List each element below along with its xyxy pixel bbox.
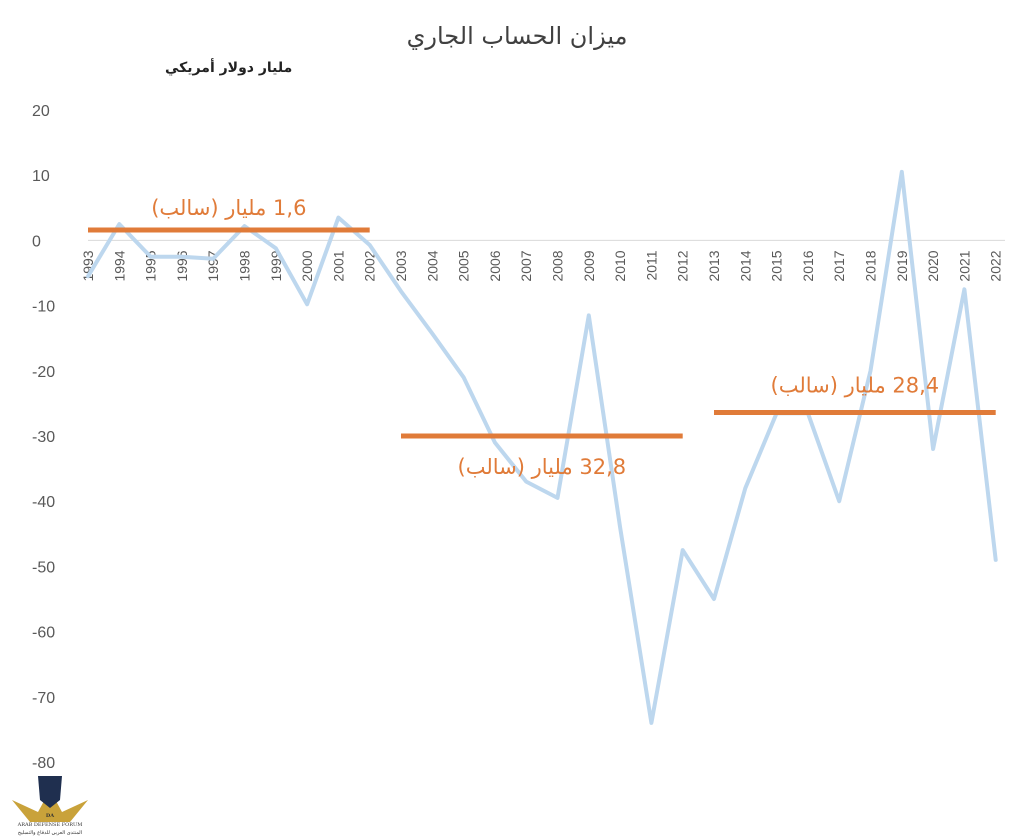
- logo-shield-icon: [38, 776, 62, 808]
- data-point: [211, 257, 215, 261]
- data-point: [900, 170, 904, 174]
- average-label: 32,8 مليار (سالب): [458, 455, 627, 479]
- logo-text-en: ARAB DEFENSE FORUM: [17, 822, 83, 828]
- average-label: 28,4 مليار (سالب): [771, 374, 940, 398]
- data-point: [368, 243, 372, 247]
- chart-title: ميزان الحساب الجاري: [407, 22, 628, 50]
- x-tick-label: 2016: [800, 250, 816, 281]
- y-tick-label: -30: [32, 429, 55, 446]
- x-tick-label: 2015: [769, 250, 785, 281]
- data-point: [743, 486, 747, 490]
- x-tick-label: 2005: [456, 250, 472, 281]
- data-point: [336, 216, 340, 220]
- x-tick-label: 2021: [956, 250, 972, 281]
- x-tick-label: 2022: [988, 250, 1004, 281]
- x-tick-label: 1993: [80, 250, 96, 281]
- data-point: [618, 525, 622, 529]
- data-point: [524, 480, 528, 484]
- data-point: [837, 499, 841, 503]
- y-tick-label: -40: [32, 494, 55, 511]
- y-tick-label: -80: [32, 755, 55, 772]
- data-point: [869, 369, 873, 373]
- data-point: [149, 255, 153, 259]
- data-point: [86, 274, 90, 278]
- x-tick-label: 2006: [487, 250, 503, 281]
- x-tick-label: 1998: [237, 250, 253, 281]
- y-tick-label: -10: [32, 299, 55, 316]
- x-tick-label: 2012: [675, 250, 691, 281]
- data-point: [180, 255, 184, 259]
- y-tick-label: -60: [32, 625, 55, 642]
- y-tick-label: -50: [32, 559, 55, 576]
- data-point: [931, 447, 935, 451]
- x-tick-label: 2002: [362, 250, 378, 281]
- x-tick-label: 2019: [894, 250, 910, 281]
- x-tick-label: 2007: [518, 250, 534, 281]
- x-tick-label: 2013: [706, 250, 722, 281]
- data-point: [243, 224, 247, 228]
- data-point: [274, 246, 278, 250]
- watermark-logo: DA ARAB DEFENSE FORUM المنتدى العربي للد…: [12, 776, 88, 836]
- series-points: [86, 170, 998, 725]
- y-tick-label: 0: [32, 233, 41, 250]
- x-tick-label: 2010: [612, 250, 628, 281]
- data-point: [462, 375, 466, 379]
- x-tick-label: 2020: [925, 250, 941, 281]
- data-point: [587, 313, 591, 317]
- data-point: [994, 558, 998, 562]
- series-line: [86, 169, 998, 725]
- y-tick-label: -20: [32, 364, 55, 381]
- x-tick-label: 2008: [550, 250, 566, 281]
- x-tick-label: 2014: [737, 250, 753, 281]
- logo-badge: DA: [46, 813, 54, 819]
- logo-text-ar: المنتدى العربي للدفاع والتسليح: [18, 830, 82, 836]
- x-tick-label: 2003: [393, 250, 409, 281]
- x-tick-label: 2009: [581, 250, 597, 281]
- x-tick-label: 2018: [863, 250, 879, 281]
- data-point: [962, 287, 966, 291]
- data-point: [117, 222, 121, 226]
- x-tick-label: 2011: [643, 250, 659, 280]
- data-point: [649, 721, 653, 725]
- data-point: [556, 496, 560, 500]
- x-tick-label: 2000: [299, 250, 315, 281]
- data-point: [681, 548, 685, 552]
- data-point: [305, 302, 309, 306]
- data-point: [399, 289, 403, 293]
- data-point: [493, 441, 497, 445]
- x-tick-label: 2004: [424, 250, 440, 281]
- y-tick-label: -70: [32, 690, 55, 707]
- y-axis-ticks: 20 10 0 -10 -20 -30 -40 -50 -60 -70 -80: [32, 103, 55, 772]
- average-lines: 1,6 مليار (سالب) 32,8 مليار (سالب) 28,4 مل…: [88, 196, 996, 479]
- y-tick-label: 10: [32, 168, 50, 185]
- x-tick-label: 2017: [831, 250, 847, 281]
- data-point: [430, 332, 434, 336]
- y-tick-label: 20: [32, 103, 50, 120]
- data-point: [712, 597, 716, 601]
- average-label: 1,6 مليار (سالب): [151, 196, 306, 220]
- x-tick-label: 2001: [330, 250, 346, 281]
- y-axis-label: مليار دولار أمريكي: [165, 58, 292, 76]
- x-tick-label: 1994: [111, 250, 127, 281]
